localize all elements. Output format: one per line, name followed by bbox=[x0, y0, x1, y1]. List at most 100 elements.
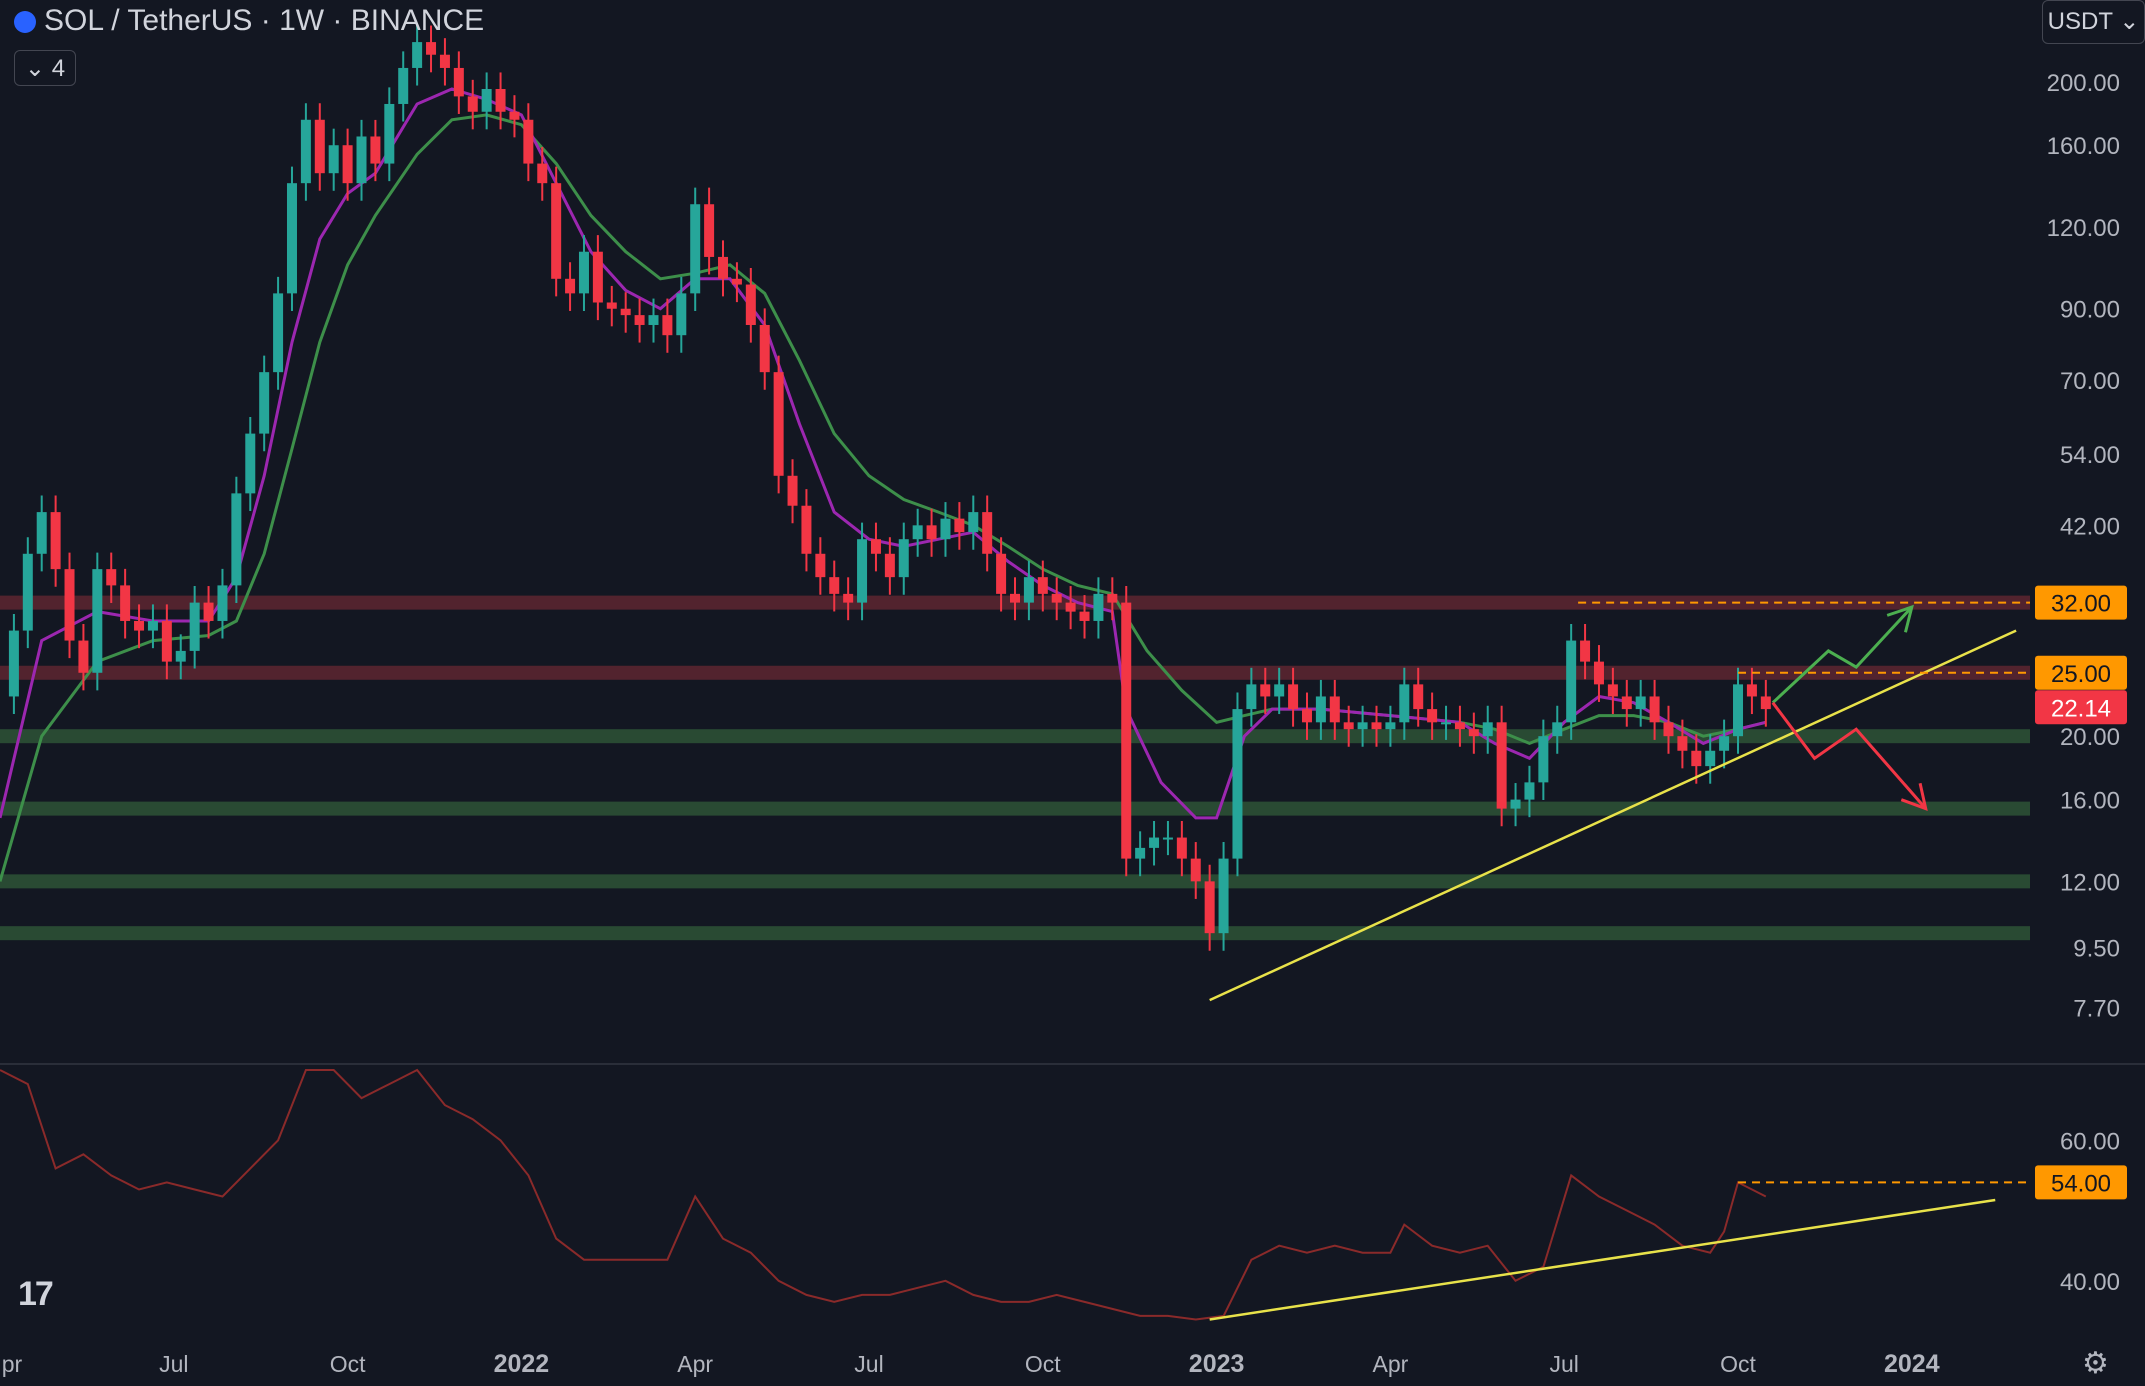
candle-body bbox=[1371, 722, 1382, 730]
candle-body bbox=[857, 539, 868, 603]
candle-body bbox=[940, 518, 951, 540]
candle-body bbox=[1093, 593, 1104, 621]
axes-layer: 32.00 25.00 22.14 200.00 160.00 120.00 90.00 70… bbox=[0, 70, 2145, 1378]
zones-layer bbox=[0, 595, 2030, 941]
candle-body bbox=[1580, 640, 1591, 662]
candle-body bbox=[1621, 696, 1632, 710]
support-zone bbox=[0, 874, 2030, 889]
price-tick-label: 200.00 bbox=[2047, 70, 2120, 97]
candle-body bbox=[1524, 782, 1535, 800]
level-label: 25.00 bbox=[2051, 661, 2111, 688]
candle-body bbox=[1510, 799, 1521, 809]
candle-body bbox=[1482, 722, 1493, 737]
price-trendline bbox=[1209, 629, 2017, 1002]
price-tick-label: 7.70 bbox=[2073, 995, 2120, 1022]
gear-icon[interactable]: ⚙ bbox=[2082, 1347, 2109, 1380]
candle-body bbox=[426, 42, 437, 55]
candle-body bbox=[1635, 696, 1646, 710]
candle-body bbox=[843, 593, 854, 603]
solana-logo-icon bbox=[14, 11, 36, 34]
candle-body bbox=[245, 433, 256, 494]
candle-body bbox=[1162, 837, 1173, 840]
candle-body bbox=[147, 620, 158, 631]
candle-body bbox=[1719, 736, 1730, 751]
candle-body bbox=[648, 315, 659, 325]
candle-body bbox=[1593, 661, 1604, 685]
scenario-down-arrow bbox=[1771, 701, 1927, 810]
candle-body bbox=[453, 67, 464, 97]
candle-body bbox=[36, 512, 47, 554]
level-label-bg bbox=[2035, 655, 2127, 690]
candle-body bbox=[259, 372, 270, 434]
candle-body bbox=[92, 569, 103, 673]
rsi-tick-label: 40.00 bbox=[2060, 1269, 2120, 1296]
candle-body bbox=[884, 553, 895, 578]
candle-body bbox=[815, 553, 826, 578]
price-tick-label: 16.00 bbox=[2060, 788, 2120, 815]
candle-body bbox=[1065, 602, 1076, 612]
chevron-down-icon: ⌄ bbox=[24, 55, 46, 82]
candle-body bbox=[1746, 684, 1757, 697]
support-zone bbox=[0, 926, 2030, 941]
rsi-layer bbox=[0, 1068, 2030, 1321]
candle-body bbox=[1232, 709, 1243, 859]
price-tick-label: 42.00 bbox=[2060, 513, 2120, 540]
candle-body bbox=[926, 525, 937, 540]
candle-body bbox=[1496, 722, 1507, 809]
candle-body bbox=[1260, 684, 1271, 697]
candle-body bbox=[1204, 881, 1215, 934]
candle-body bbox=[996, 553, 1007, 594]
candle-body bbox=[1427, 709, 1438, 723]
candle-body bbox=[1677, 736, 1688, 751]
candle-body bbox=[1301, 709, 1312, 723]
tradingview-logo-icon: 17 bbox=[18, 1275, 54, 1313]
ema-fast-line bbox=[0, 87, 1767, 820]
resistance-zone bbox=[0, 665, 2030, 680]
candle-body bbox=[1107, 593, 1118, 603]
rsi-level-label-bg bbox=[2035, 1165, 2127, 1200]
rsi-trendline bbox=[1209, 1198, 1996, 1321]
candle-body bbox=[106, 569, 117, 586]
candle-body bbox=[968, 512, 979, 533]
indicators-toggle-button[interactable]: ⌄ 4 bbox=[14, 50, 76, 86]
candle-body bbox=[606, 302, 617, 309]
candle-body bbox=[1023, 577, 1034, 603]
candle-body bbox=[217, 585, 228, 621]
candle-body bbox=[1149, 837, 1160, 848]
price-tick-label: 120.00 bbox=[2047, 215, 2120, 242]
candle-body bbox=[1468, 729, 1479, 737]
candle-body bbox=[342, 145, 353, 184]
time-tick-label: Jul bbox=[159, 1351, 188, 1377]
candle-body bbox=[328, 145, 339, 174]
time-tick-label: Jul bbox=[1550, 1351, 1579, 1377]
time-tick-label: Oct bbox=[1025, 1351, 1061, 1377]
candle-body bbox=[1663, 722, 1674, 737]
support-zone bbox=[0, 801, 2030, 816]
candle-body bbox=[829, 577, 840, 594]
candle-body bbox=[592, 251, 603, 303]
candle-body bbox=[578, 251, 589, 294]
candle-body bbox=[898, 539, 909, 578]
currency-select[interactable]: USDT ⌄ bbox=[2042, 0, 2145, 44]
candle-body bbox=[175, 650, 186, 662]
candle-body bbox=[495, 89, 506, 112]
candle-body bbox=[912, 525, 923, 540]
candle-body bbox=[1051, 593, 1062, 603]
candle-body bbox=[1121, 602, 1132, 859]
time-tick-label: Oct bbox=[330, 1351, 366, 1377]
candle-body bbox=[50, 512, 61, 570]
candle-body bbox=[1274, 684, 1285, 697]
time-tick-label: Oct bbox=[1720, 1351, 1756, 1377]
candle-body bbox=[1246, 684, 1257, 710]
time-tick-label: Apr bbox=[1373, 1351, 1409, 1377]
candle-body bbox=[551, 183, 562, 279]
candle-body bbox=[286, 183, 297, 294]
scenario-down-arrow-head bbox=[1900, 782, 1928, 811]
rsi-level-label: 54.00 bbox=[2051, 1170, 2111, 1197]
candle-body bbox=[676, 293, 687, 336]
candle-body bbox=[412, 42, 423, 68]
time-tick-label: 2024 bbox=[1884, 1350, 1940, 1378]
chart-title[interactable]: SOL / TetherUS · 1W · BINANCE bbox=[14, 4, 484, 38]
candle-body bbox=[1538, 736, 1549, 783]
